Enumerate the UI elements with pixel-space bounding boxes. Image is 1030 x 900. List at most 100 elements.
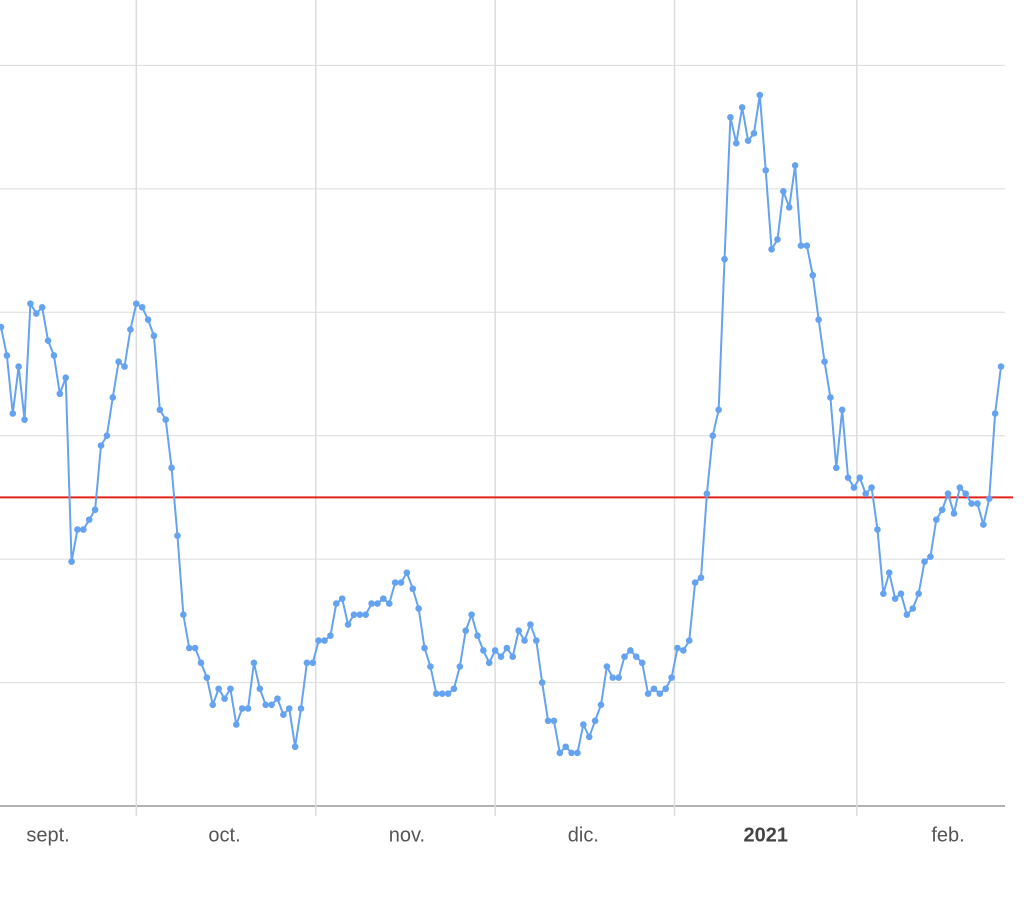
data-point	[250, 659, 258, 667]
data-point	[138, 304, 146, 311]
data-point	[568, 749, 575, 757]
data-point	[921, 558, 928, 565]
x-tick-label: 2021	[743, 824, 788, 846]
data-point	[585, 733, 593, 741]
data-point	[15, 363, 22, 370]
data-point	[468, 611, 475, 618]
data-point	[332, 600, 340, 607]
data-point	[85, 516, 93, 523]
data-point	[632, 653, 640, 660]
data-point	[791, 162, 799, 169]
data-point	[491, 647, 499, 654]
data-point	[291, 743, 299, 751]
data-point	[256, 685, 264, 693]
data-point	[521, 637, 528, 644]
data-point	[991, 410, 999, 417]
data-point	[368, 600, 375, 607]
data-point	[709, 432, 717, 440]
data-point	[409, 585, 417, 593]
data-point	[956, 484, 964, 491]
data-point	[180, 611, 187, 618]
data-point	[691, 579, 699, 586]
data-point	[132, 300, 140, 307]
data-point	[680, 647, 687, 654]
data-point	[344, 621, 352, 628]
data-point	[868, 484, 875, 491]
data-point	[97, 442, 105, 449]
data-point	[715, 406, 722, 414]
data-point	[597, 701, 605, 709]
data-point	[0, 323, 5, 331]
data-point	[685, 637, 693, 644]
data-point	[185, 644, 193, 652]
data-point	[480, 647, 487, 654]
data-point	[415, 605, 422, 612]
data-point	[262, 701, 270, 709]
data-point	[532, 637, 540, 644]
data-point	[56, 390, 64, 398]
data-point	[780, 188, 787, 195]
data-point	[821, 358, 828, 365]
data-point	[985, 495, 993, 502]
data-point	[456, 663, 464, 670]
data-point	[574, 749, 581, 757]
data-point	[844, 474, 852, 481]
data-point	[385, 600, 393, 607]
data-point	[656, 690, 664, 697]
data-point	[915, 590, 922, 597]
data-point	[156, 406, 164, 414]
data-point	[68, 558, 75, 565]
data-point	[827, 394, 834, 401]
data-point	[274, 695, 281, 702]
data-point	[144, 316, 152, 323]
data-point	[756, 91, 764, 99]
data-point	[727, 113, 734, 121]
data-point	[3, 352, 11, 359]
data-point	[327, 632, 334, 639]
data-point	[32, 310, 40, 317]
data-point	[168, 464, 175, 472]
data-point	[732, 139, 740, 147]
data-point	[785, 204, 793, 211]
data-point	[556, 749, 564, 757]
data-point	[503, 644, 511, 652]
data-point	[768, 246, 775, 253]
data-point	[938, 506, 946, 514]
data-point	[444, 690, 452, 697]
data-point	[850, 484, 858, 491]
data-point	[203, 674, 211, 681]
data-point	[427, 663, 434, 670]
data-point	[27, 300, 34, 307]
data-point	[738, 104, 746, 111]
data-point	[591, 717, 599, 725]
data-point	[50, 352, 58, 359]
data-point	[662, 685, 670, 693]
data-point	[750, 130, 758, 137]
data-point	[962, 490, 970, 498]
data-point	[809, 271, 817, 279]
data-point	[397, 579, 405, 586]
data-point	[885, 569, 893, 577]
data-point	[338, 595, 346, 602]
data-point	[744, 137, 752, 145]
data-point	[121, 363, 128, 370]
data-point	[703, 490, 711, 498]
data-point	[174, 532, 181, 539]
data-point	[209, 701, 217, 709]
data-point	[538, 679, 546, 686]
data-point	[609, 674, 617, 681]
data-point	[109, 394, 117, 401]
data-point	[21, 416, 28, 423]
data-point	[374, 600, 381, 607]
data-point	[403, 569, 411, 577]
data-point	[285, 705, 293, 712]
data-point	[9, 410, 17, 417]
data-point	[638, 659, 646, 667]
data-point	[380, 595, 387, 602]
data-point	[315, 637, 322, 644]
data-point	[580, 721, 587, 728]
data-point	[162, 416, 170, 423]
data-point	[215, 685, 222, 693]
data-point	[968, 500, 975, 507]
